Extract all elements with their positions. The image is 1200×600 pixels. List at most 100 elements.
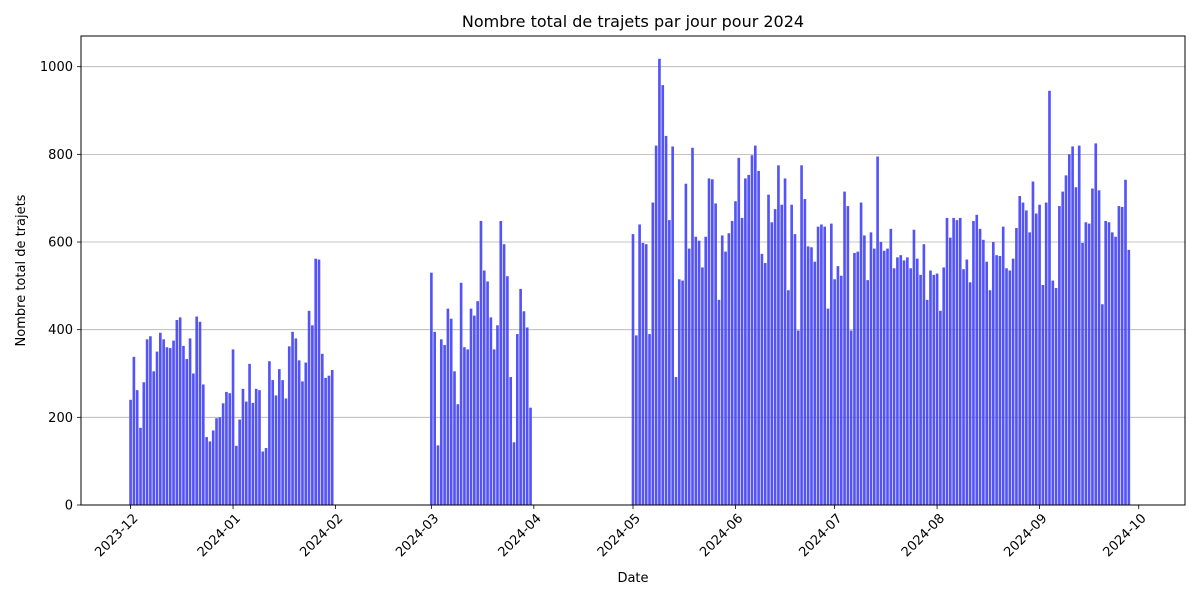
bar — [912, 229, 916, 505]
bar — [264, 448, 268, 505]
bar — [297, 360, 301, 505]
bar — [129, 399, 132, 505]
bar — [935, 273, 939, 505]
y-axis: 0 200 400 600 800 1000 — [40, 60, 81, 514]
bar — [760, 253, 764, 505]
bar — [1084, 222, 1088, 506]
bar — [988, 290, 992, 505]
bar — [165, 347, 169, 505]
bar — [1034, 213, 1038, 506]
bar — [892, 268, 896, 505]
bar — [168, 348, 172, 505]
bar — [301, 381, 304, 505]
bar — [238, 419, 241, 505]
bar — [248, 363, 251, 505]
bar — [1117, 206, 1121, 505]
bar — [677, 279, 681, 505]
bar — [869, 232, 873, 506]
bar — [1107, 222, 1111, 506]
bar — [707, 178, 711, 505]
bar — [182, 345, 185, 505]
bar — [985, 261, 988, 505]
bar — [512, 442, 516, 505]
bar — [1041, 284, 1045, 505]
bar — [1038, 204, 1041, 506]
bar — [142, 382, 146, 505]
bar — [826, 308, 830, 505]
bar — [268, 361, 271, 505]
bar — [882, 250, 886, 505]
bar — [932, 274, 936, 505]
bar — [311, 325, 314, 505]
bar — [1018, 195, 1022, 506]
bar — [889, 228, 893, 506]
bar — [796, 330, 800, 505]
bar — [215, 418, 218, 505]
bar — [674, 377, 678, 505]
bar — [466, 349, 470, 505]
bar — [644, 244, 648, 505]
bar — [155, 351, 159, 505]
bar — [492, 349, 496, 505]
bar — [942, 267, 946, 505]
y-tick-label: 800 — [48, 148, 73, 163]
bar — [730, 220, 734, 505]
bar — [849, 330, 853, 505]
bar — [823, 226, 827, 506]
bar — [1091, 188, 1094, 505]
bar — [1064, 175, 1068, 505]
bar — [1077, 145, 1081, 505]
bar — [631, 234, 635, 505]
bar — [1114, 236, 1117, 506]
bar — [433, 331, 436, 505]
bar — [945, 217, 949, 506]
bar — [899, 255, 903, 505]
bar — [750, 155, 754, 506]
bar — [473, 315, 476, 505]
bar — [929, 270, 932, 505]
bar — [506, 276, 509, 505]
bar — [178, 317, 182, 505]
bar — [281, 380, 284, 505]
bar — [1005, 268, 1008, 505]
bar — [486, 281, 489, 505]
x-tick-label: 2024-08 — [899, 511, 948, 560]
bar — [648, 334, 651, 505]
bar — [1081, 242, 1084, 505]
bar — [320, 353, 324, 505]
bar — [1127, 249, 1131, 505]
bar — [314, 258, 318, 505]
bar — [198, 321, 202, 505]
bar — [228, 393, 232, 505]
x-tick-label: 2024-10 — [1101, 511, 1150, 560]
bar — [806, 246, 810, 505]
bar — [1051, 280, 1055, 505]
bar — [271, 380, 275, 505]
bar — [727, 233, 731, 506]
bar — [430, 272, 433, 505]
bar — [330, 369, 334, 505]
x-axis: 2023-12 2024-01 2024-02 2024-03 2024-04 2024-… — [92, 505, 1150, 560]
bar — [284, 398, 288, 505]
bar — [664, 135, 668, 505]
x-tick-label: 2024-04 — [496, 511, 545, 560]
bar — [479, 220, 483, 505]
bar — [456, 404, 460, 505]
bar — [496, 325, 499, 505]
bar — [681, 280, 684, 505]
bar — [446, 308, 450, 505]
bar — [691, 147, 694, 505]
bar — [307, 310, 311, 505]
bar — [162, 339, 165, 505]
bar — [1061, 191, 1065, 506]
bar — [1001, 226, 1005, 506]
bar — [1110, 232, 1114, 506]
bar — [767, 194, 770, 505]
bar — [839, 275, 843, 505]
bar — [995, 255, 998, 505]
bar — [846, 206, 850, 505]
bar — [915, 258, 919, 505]
y-tick-label: 400 — [48, 323, 73, 338]
bar — [1104, 220, 1107, 505]
